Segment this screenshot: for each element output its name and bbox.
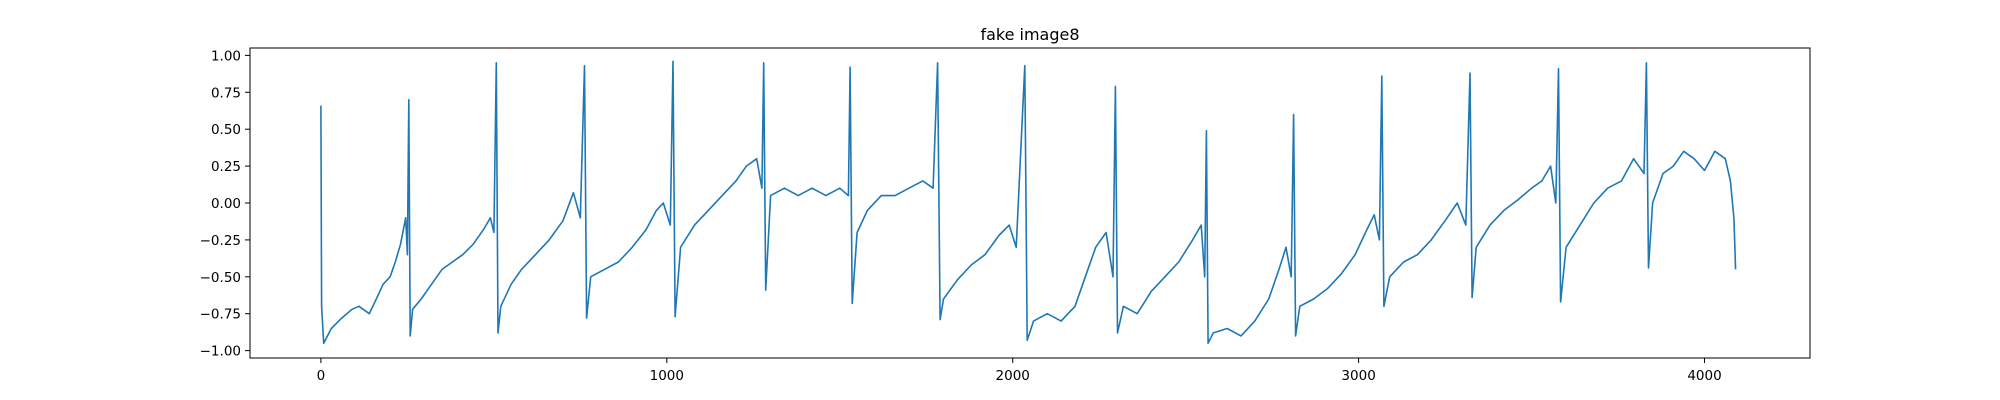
y-tick-label: 0.50 [211,122,241,138]
plot-frame [249,47,1811,359]
axes: 0 1000 2000 3000 4000 −1.00 −0.75 −0.50 −0.25 0.0… [200,47,1811,384]
plot-area [320,60,1737,344]
y-tick-label: −0.25 [200,233,241,249]
x-tick-label: 1000 [650,368,684,384]
chart-title: fake image8 [980,25,1079,44]
y-tick-label: −0.75 [200,307,241,323]
y-tick-label: 0.00 [211,196,241,212]
x-tick-label: 3000 [1341,368,1375,384]
y-tick-label: 0.25 [211,159,241,175]
y-tick-label: −0.50 [200,270,241,286]
y-tick-label: 0.75 [211,85,241,101]
x-tick-label: 0 [317,368,326,384]
x-tick-label: 4000 [1687,368,1721,384]
series-line-0 [320,60,1737,344]
y-tick-label: −1.00 [200,344,241,360]
x-tick-label: 2000 [996,368,1030,384]
y-tick-label: 1.00 [211,48,241,64]
